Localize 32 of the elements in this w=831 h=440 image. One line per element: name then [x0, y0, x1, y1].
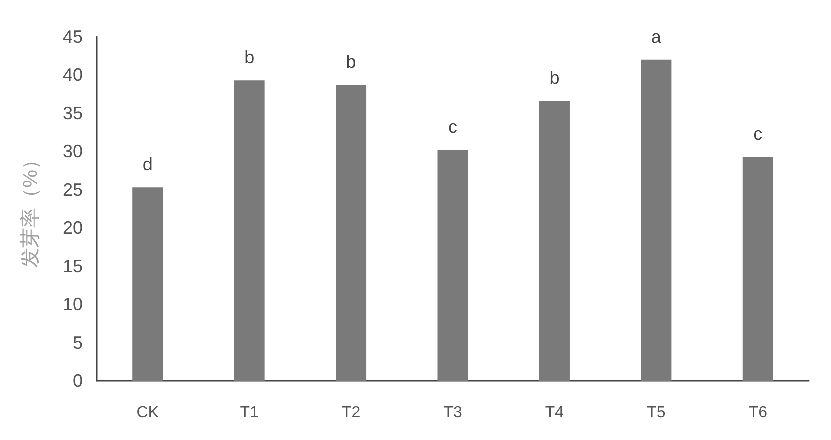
annotation: c: [448, 117, 458, 138]
y-tick-label: 30: [62, 142, 83, 162]
y-axis-title: 发芽率（%）: [20, 150, 42, 268]
annotation: b: [550, 68, 560, 88]
y-tick-label: 25: [62, 180, 83, 200]
x-tick-label: T2: [342, 404, 361, 422]
bar: [438, 150, 468, 381]
y-tick-label: 45: [62, 27, 83, 47]
x-tick-label: T3: [444, 404, 462, 422]
annotation: b: [244, 48, 255, 68]
bar: [742, 157, 774, 381]
bar: [641, 60, 672, 381]
bar: [539, 101, 570, 381]
x-tick-label: T1: [240, 404, 260, 422]
y-tick-label: 35: [62, 103, 83, 124]
y-tick-label: 40: [62, 65, 83, 86]
bar: [132, 188, 164, 381]
bar: [336, 85, 367, 381]
y-tick-label: 20: [62, 218, 83, 238]
x-tick-label: T4: [545, 404, 564, 422]
annotation: a: [651, 26, 662, 47]
bar: [234, 80, 265, 381]
y-tick-label: 15: [62, 256, 83, 276]
x-tick-label: CK: [136, 404, 160, 422]
x-tick-label: T5: [647, 404, 666, 422]
x-tick-label: T6: [748, 404, 768, 422]
y-tick-label: 5: [72, 332, 83, 353]
annotation: b: [346, 52, 356, 72]
annotation: d: [142, 154, 153, 175]
annotation: c: [754, 124, 763, 144]
y-tick-label: 10: [62, 294, 83, 315]
y-tick-label: 0: [72, 371, 83, 391]
